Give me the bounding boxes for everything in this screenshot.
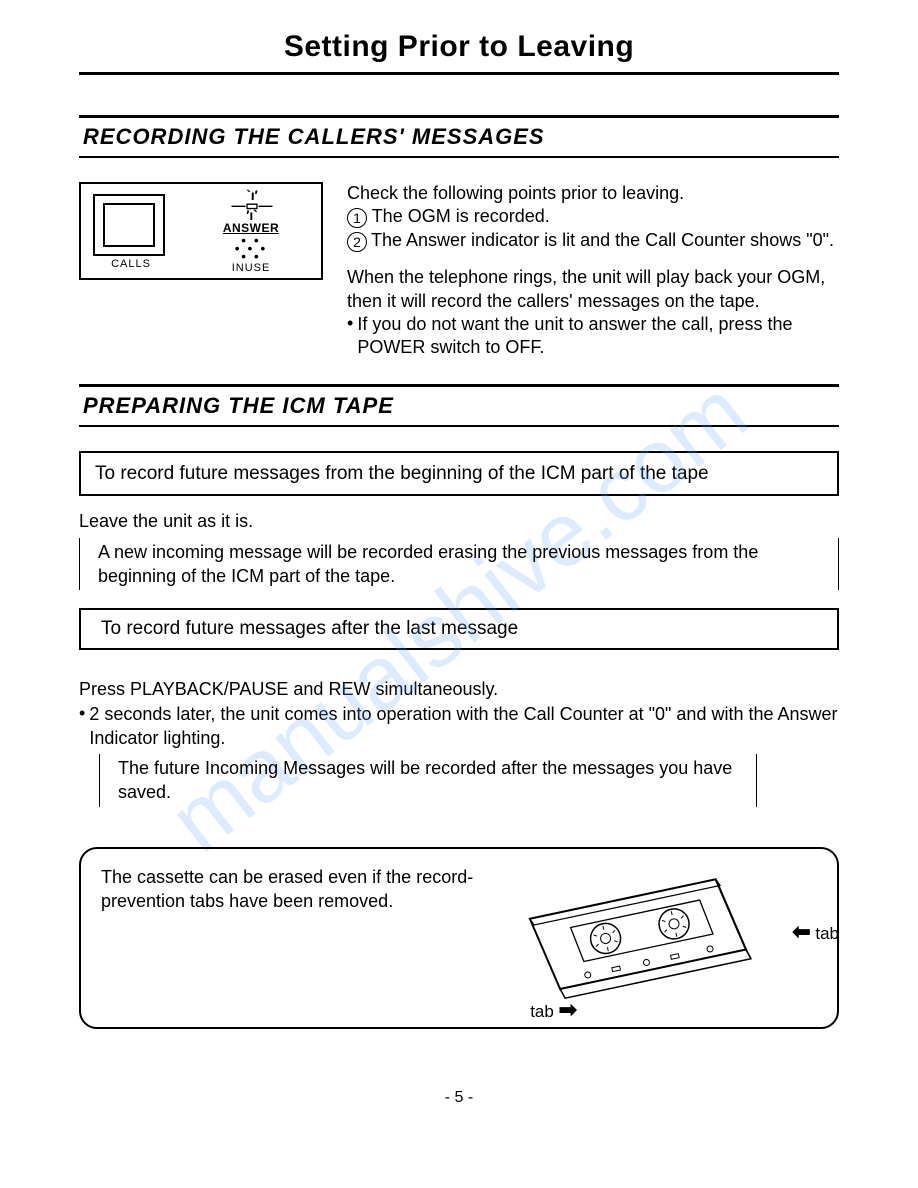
bullet-icon: • [347,313,353,335]
page: Setting Prior to Leaving RECORDING THE C… [79,0,839,1187]
tab-label-right: ⬅ tab [792,919,839,945]
section2-bullet: 2 seconds later, the unit comes into ope… [89,703,839,750]
page-number: - 5 - [79,1089,839,1107]
section1-bullet1: If you do not want the unit to answer th… [357,313,839,360]
point2: The Answer indicator is lit and the Call… [371,229,834,252]
page-title: Setting Prior to Leaving [79,30,839,75]
cassette-icon [507,872,767,1012]
cassette-panel: The cassette can be erased even if the r… [79,847,839,1029]
dot-icon: • • [201,252,301,260]
check-intro: Check the following points prior to leav… [347,182,839,205]
circled-2-icon: 2 [347,232,367,252]
calls-label: CALLS [93,258,169,270]
inuse-label: INUSE [201,262,301,274]
tab-label-left: tab ➡ [530,997,577,1023]
burst-icon: ′ ı ` [201,210,301,220]
press-text: Press PLAYBACK/PAUSE and REW simultaneou… [79,678,839,701]
leave-text: Leave the unit as it is. [79,510,839,533]
bracket2-text: The future Incoming Messages will be rec… [118,758,732,802]
tab-text: tab [530,1002,554,1021]
arrow-left-icon: ⬅ [792,919,810,944]
cassette-text: The cassette can be erased even if the r… [101,865,521,914]
bracket-block-1: A new incoming message will be recorded … [79,538,839,591]
section-heading-recording: RECORDING THE CALLERS' MESSAGES [79,115,839,158]
circled-1-icon: 1 [347,208,367,228]
section-heading-preparing: PREPARING THE ICM TAPE [79,384,839,427]
tab-text: tab [815,924,839,943]
box-subtitle-1: To record future messages from the begin… [79,451,839,497]
arrow-right-icon: ➡ [559,997,577,1022]
bracket-block-2: The future Incoming Messages will be rec… [99,754,757,807]
point1: The OGM is recorded. [372,206,550,226]
box-subtitle-2: To record future messages after the last… [79,608,839,650]
section1-para2: When the telephone rings, the unit will … [347,266,839,313]
bracket1-text: A new incoming message will be recorded … [98,542,758,586]
cassette-illustration [507,872,767,1017]
bullet-icon: • [79,703,85,725]
section1-body: Check the following points prior to leav… [347,182,839,360]
device-diagram: CALLS ` ı ′ — ▭ — ′ ı ` ANSWER • • • • •… [79,182,323,280]
